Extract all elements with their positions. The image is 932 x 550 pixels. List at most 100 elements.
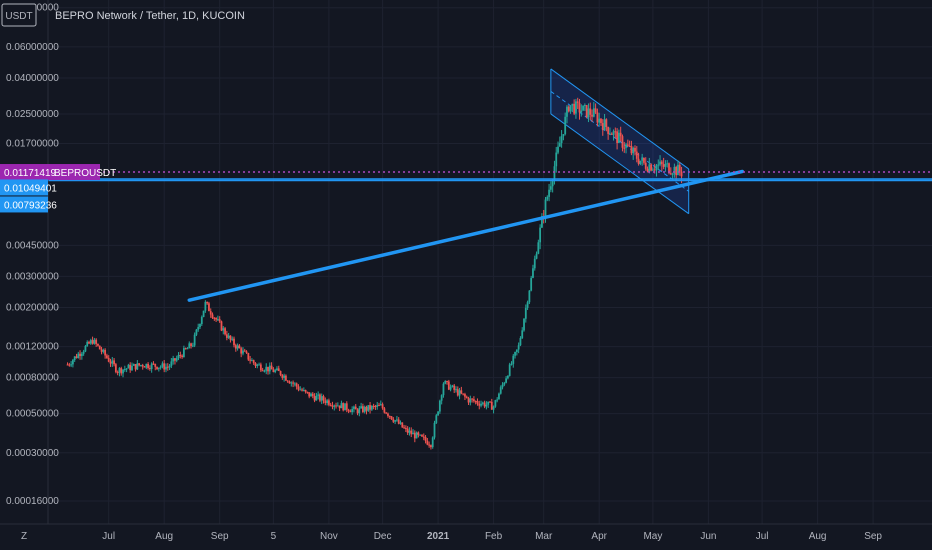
candle-body (304, 389, 307, 392)
candle-body (433, 422, 436, 438)
candle-body (68, 364, 71, 366)
candle-body (680, 171, 683, 177)
candle-body (643, 157, 645, 163)
candle-body (471, 398, 473, 400)
candle-body (247, 352, 250, 360)
candle-body (449, 386, 452, 390)
candle-body (374, 406, 377, 408)
candle-body (424, 437, 427, 441)
candle-body (177, 354, 180, 359)
candle-body (150, 363, 153, 370)
candle-body (507, 375, 509, 379)
candle-body (385, 412, 388, 414)
candle-body (410, 430, 413, 435)
candle-body (619, 132, 622, 137)
candle-body (218, 319, 221, 322)
candle-body (634, 147, 636, 152)
candle-body (378, 405, 380, 407)
candle-body (569, 105, 572, 112)
candle-body (370, 405, 373, 410)
candle-body (277, 368, 280, 372)
candle-body (82, 351, 85, 354)
candle-body (644, 162, 647, 169)
candle-body (447, 381, 450, 390)
candle-body (340, 403, 343, 409)
candle-body (558, 143, 561, 147)
candle-body (134, 364, 137, 370)
price-tick-label: 0.01700000 (6, 138, 59, 149)
candle-body (553, 166, 556, 181)
candle-body (200, 317, 203, 324)
candle-body (532, 268, 534, 278)
candle-body (93, 339, 96, 344)
candle-body (623, 147, 626, 149)
candle-body (319, 394, 321, 401)
candle-body (446, 381, 448, 383)
candle-body (582, 105, 584, 111)
support-trendline[interactable] (187, 169, 745, 302)
time-tick-label: Jul (756, 531, 769, 542)
candle-body (104, 349, 107, 356)
candle-body (639, 160, 642, 164)
time-axis[interactable]: Jul Aug Sep 5 Nov Dec 2021 Feb Mar Apr May Jun Jul Au… (102, 531, 882, 542)
candle-body (107, 357, 110, 362)
candle-body (363, 406, 366, 412)
candle-body (118, 368, 121, 373)
candle-body (227, 335, 230, 338)
price-tick-label: 0.00030000 (6, 448, 59, 459)
candle-body (148, 368, 151, 370)
candle-body (505, 378, 508, 383)
price-tick-label: 0.04000000 (6, 73, 59, 84)
price-axis-background (0, 0, 48, 550)
candle-body (165, 366, 167, 370)
candle-body (521, 330, 524, 339)
channel-lower-line[interactable] (550, 113, 689, 215)
candle-body (408, 430, 411, 433)
candle-body (182, 348, 185, 358)
candle-body (259, 364, 262, 371)
candle-body (297, 386, 300, 390)
candle-body (557, 146, 559, 153)
candle-body (231, 338, 234, 340)
candle-body (351, 408, 354, 413)
candle-body (399, 422, 402, 424)
candle-body (549, 186, 552, 190)
candle-body (369, 405, 371, 410)
candle-body (365, 406, 368, 411)
time-tick-label: Dec (374, 531, 392, 542)
candle-body (349, 411, 352, 413)
candle-body (172, 358, 175, 362)
candle-body (238, 345, 241, 349)
candle-body (421, 434, 423, 437)
candle-body (489, 401, 491, 403)
candle-body (274, 370, 277, 373)
candle-body (472, 399, 475, 402)
candle-body (422, 436, 425, 438)
overlay-drawings[interactable] (48, 169, 932, 302)
candle-body (603, 119, 606, 130)
candle-body (301, 389, 303, 391)
currency-badge-box[interactable] (1, 3, 37, 27)
candle-body (598, 118, 601, 123)
candle-body (650, 164, 653, 171)
candle-body (515, 349, 518, 353)
candle-body (428, 444, 431, 446)
candle-body (390, 416, 393, 420)
candle-body (460, 390, 463, 394)
candle-body (456, 389, 459, 396)
candle-body (186, 348, 189, 350)
candle-body (132, 364, 135, 366)
candle-body (567, 106, 570, 112)
price-tick-label: 0.00080000 (6, 373, 59, 384)
channel-upper-line[interactable] (550, 68, 689, 170)
candle-body (317, 394, 320, 396)
candle-body (387, 413, 389, 416)
candle-body (396, 419, 398, 421)
candle-body (571, 103, 574, 106)
timezone-button[interactable]: Z (21, 531, 27, 542)
candle-body (535, 253, 538, 259)
candle-body (419, 434, 422, 436)
candle-body (129, 364, 132, 371)
candle-body (322, 396, 325, 401)
